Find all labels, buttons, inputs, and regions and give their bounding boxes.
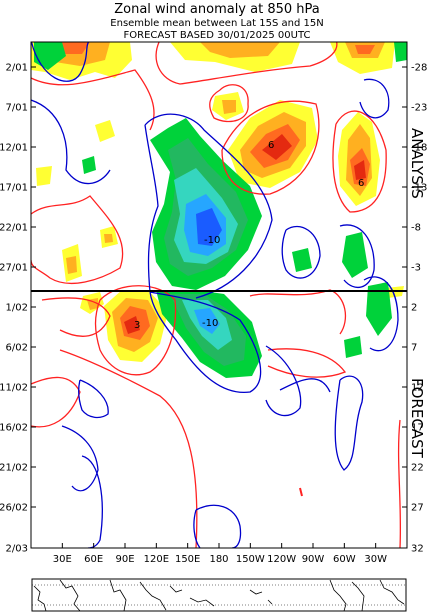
y-tick-label-right: 7 xyxy=(411,343,417,354)
y-tick-label-right: -8 xyxy=(411,223,421,234)
y-tick-label: 12/01 xyxy=(0,143,28,154)
chart-title: Zonal wind anomaly at 850 hPa xyxy=(114,2,320,17)
y-tick-label: 2/03 xyxy=(6,544,28,555)
peak-label: 6 xyxy=(268,140,274,151)
y-tick-label-right: 27 xyxy=(411,503,424,514)
x-tick-label: 60E xyxy=(84,554,103,565)
x-tick-label: 120E xyxy=(144,554,169,565)
y-tick-label: 16/02 xyxy=(0,423,28,434)
x-tick-label: 60W xyxy=(333,554,356,565)
peak-label: -10 xyxy=(202,318,218,329)
y-tick-label-right: -13 xyxy=(411,183,427,194)
forecast-label: FORECAST xyxy=(408,378,426,459)
chart-subtitle: Ensemble mean between Lat 15S and 15N xyxy=(110,18,324,29)
anomaly-fills xyxy=(31,42,407,378)
x-tick-label: 30W xyxy=(364,554,387,565)
peak-label: 6 xyxy=(358,178,364,189)
forecast-basis: FORECAST BASED 30/01/2025 00UTC xyxy=(123,30,311,41)
x-tick-label: 150W xyxy=(236,554,265,565)
x-tick-label: 120W xyxy=(267,554,296,565)
y-tick-label: 26/02 xyxy=(0,503,28,514)
y-tick-label: 11/02 xyxy=(0,383,28,394)
y-axis-left: 2/01 7/01 12/01 17/01 22/01 27/01 1/02 6/02 11/0… xyxy=(0,63,36,555)
x-axis: 30E 60E 90E 120E 150E 180 150W 120W 90W 60W 30W xyxy=(53,543,387,565)
anomaly-contours xyxy=(31,42,402,548)
y-tick-label: 7/01 xyxy=(6,103,28,114)
peak-label: 3 xyxy=(134,320,140,331)
y-tick-label-right: 12 xyxy=(411,383,424,394)
peak-labels: -10 -10 6 6 3 xyxy=(134,140,364,331)
x-tick-label: 90W xyxy=(302,554,325,565)
y-tick-label-right: 32 xyxy=(411,544,424,555)
y-tick-label: 21/02 xyxy=(0,463,28,474)
y-tick-label-right: -28 xyxy=(411,63,427,74)
y-tick-label-right: -3 xyxy=(411,263,421,274)
x-tick-label: 90E xyxy=(115,554,134,565)
analysis-label: ANALYSIS xyxy=(408,128,426,199)
x-tick-label: 150E xyxy=(175,554,200,565)
y-tick-label-right: 2 xyxy=(411,303,417,314)
y-tick-label: 1/02 xyxy=(6,303,28,314)
y-tick-label-right: 17 xyxy=(411,423,424,434)
y-tick-label-right: -23 xyxy=(411,103,427,114)
world-map-strip xyxy=(31,578,407,612)
y-tick-label: 6/02 xyxy=(6,343,28,354)
peak-label: -10 xyxy=(204,235,220,246)
x-tick-label: 30E xyxy=(53,554,72,565)
y-tick-label: 17/01 xyxy=(0,183,28,194)
y-tick-label: 22/01 xyxy=(0,223,28,234)
x-tick-label: 180 xyxy=(209,554,228,565)
y-tick-label: 27/01 xyxy=(0,263,28,274)
y-tick-label-right: 22 xyxy=(411,463,424,474)
y-tick-label-right: -18 xyxy=(411,143,427,154)
y-tick-label: 2/01 xyxy=(6,63,28,74)
